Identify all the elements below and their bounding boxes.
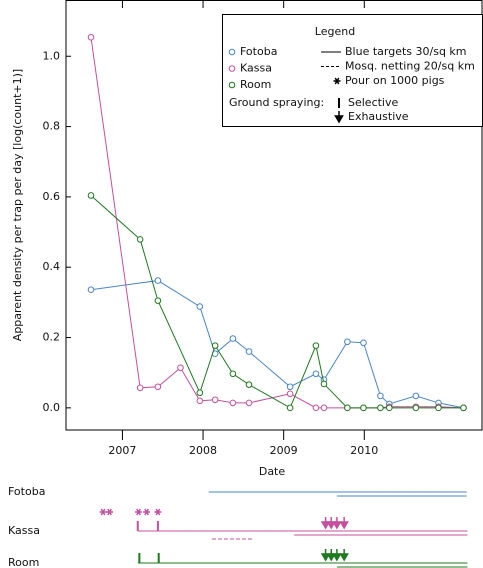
data-point	[460, 404, 467, 412]
legend-marker	[228, 65, 236, 72]
data-point	[377, 392, 384, 400]
pour-on-marker	[154, 508, 162, 516]
data-point	[360, 339, 367, 347]
data-point	[229, 399, 237, 407]
exhaustive-spray	[326, 549, 337, 562]
data-point	[312, 342, 320, 349]
data-point	[312, 404, 320, 412]
series-line	[90, 280, 464, 409]
data-point	[412, 404, 420, 412]
timeline-row-label: Kassa	[8, 524, 40, 537]
exhaustive-spray	[339, 517, 349, 530]
data-point	[286, 404, 294, 412]
y-tick-label: 0.2	[43, 331, 61, 344]
legend-box	[222, 14, 483, 127]
y-tick-label: 0.0	[43, 401, 61, 414]
y-tick-label: 0.8	[43, 120, 61, 133]
legend-marker	[228, 81, 236, 89]
legend-label: Room	[240, 78, 271, 91]
legend-label: Blue targets 30/sq km	[345, 45, 467, 58]
data-point	[435, 404, 442, 412]
data-point	[245, 399, 253, 407]
data-point	[154, 277, 162, 284]
y-tick-label: 0.4	[43, 260, 61, 273]
series-line	[90, 37, 464, 409]
data-point	[177, 364, 184, 372]
x-tick-label: 2009	[270, 444, 298, 457]
data-point	[87, 286, 95, 294]
y-tick-label: 0.6	[43, 190, 61, 203]
y-axis-label: Apparent density per trap per day [log(c…	[11, 69, 24, 341]
x-tick-label: 2010	[350, 444, 378, 457]
exhaustive-spray	[332, 549, 342, 562]
x-axis-label: Date	[259, 465, 286, 478]
plot-frame	[65, 0, 483, 431]
legend-title: Legend	[315, 25, 355, 38]
data-point	[154, 297, 162, 304]
data-point	[312, 370, 320, 378]
data-point	[344, 404, 351, 412]
exhaustive-spray	[326, 517, 337, 530]
legend-symbol	[334, 111, 344, 124]
data-point	[245, 381, 253, 388]
timeline-row-label: Room	[8, 556, 39, 568]
pour-on-marker	[99, 508, 107, 516]
data-point	[136, 236, 144, 243]
data-point	[154, 383, 162, 391]
data-point	[320, 380, 328, 388]
legend-label: Selective	[348, 96, 399, 109]
timeline-row-label: Fotoba	[8, 485, 45, 498]
y-tick-label: 1.0	[43, 49, 61, 62]
x-tick-label: 2008	[189, 444, 217, 457]
data-point	[87, 33, 95, 41]
data-point	[385, 404, 393, 412]
pour-on-marker	[106, 508, 114, 516]
data-point	[377, 404, 384, 412]
data-point	[286, 383, 294, 391]
data-point	[286, 390, 294, 398]
data-point	[344, 338, 351, 346]
data-point	[196, 389, 204, 397]
exhaustive-spray	[332, 517, 342, 530]
data-point	[136, 384, 144, 392]
data-point	[229, 335, 237, 342]
data-point	[360, 404, 367, 412]
legend-label: Kassa	[240, 62, 272, 75]
legend-marker	[228, 48, 236, 56]
data-point	[245, 348, 253, 355]
legend-label: Fotoba	[240, 45, 277, 58]
data-point	[211, 342, 219, 349]
legend-label: Exhaustive	[348, 110, 409, 123]
pour-on-marker	[143, 508, 151, 516]
legend-label: Mosq. netting 20/sq km	[345, 60, 475, 73]
data-point	[87, 192, 95, 199]
x-tick-label: 2007	[108, 444, 136, 457]
data-point	[229, 370, 237, 378]
exhaustive-spray	[320, 549, 331, 562]
data-point	[211, 396, 219, 404]
data-point	[196, 397, 204, 405]
legend-spraying-label: Ground spraying:	[229, 96, 324, 109]
exhaustive-spray	[320, 517, 331, 530]
data-point	[196, 303, 204, 310]
pour-on-marker	[135, 508, 143, 516]
data-point	[320, 404, 328, 412]
exhaustive-spray	[339, 549, 349, 562]
data-point	[412, 392, 420, 400]
legend-symbol	[333, 77, 341, 85]
legend-label: Pour on 1000 pigs	[345, 74, 445, 87]
